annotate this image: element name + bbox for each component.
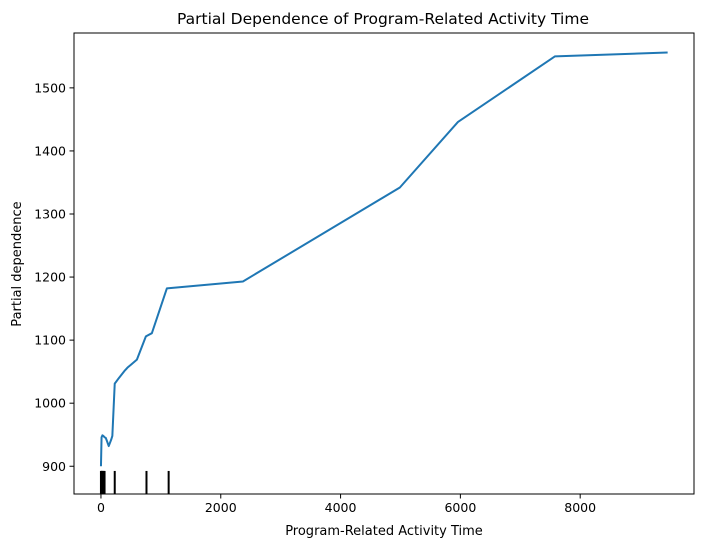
y-tick-label: 1300 — [34, 206, 66, 221]
series-line-0 — [99, 51, 668, 467]
y-tick-label: 1000 — [34, 396, 66, 411]
x-tick-label: 0 — [97, 500, 105, 515]
y-tick-label: 1200 — [34, 270, 66, 285]
x-tick-label: 4000 — [325, 500, 357, 515]
y-axis-label: Partial dependence — [10, 201, 25, 326]
y-tick-label: 900 — [42, 459, 66, 474]
y-tick-label: 1500 — [34, 80, 66, 95]
x-tick-label: 6000 — [444, 500, 476, 515]
axes-frame — [73, 32, 695, 495]
y-tick-label: 1400 — [34, 143, 66, 158]
y-tick-label: 1100 — [34, 333, 66, 348]
plot-area: 0 2000 4000 6000 8000 900 1000 1100 1200 1300 1400… — [34, 32, 695, 515]
x-tick-label: 2000 — [205, 500, 237, 515]
x-tick-label: 8000 — [564, 500, 596, 515]
chart-title: Partial Dependence of Program-Related Ac… — [177, 10, 589, 28]
x-axis-label: Program-Related Activity Time — [285, 524, 483, 539]
